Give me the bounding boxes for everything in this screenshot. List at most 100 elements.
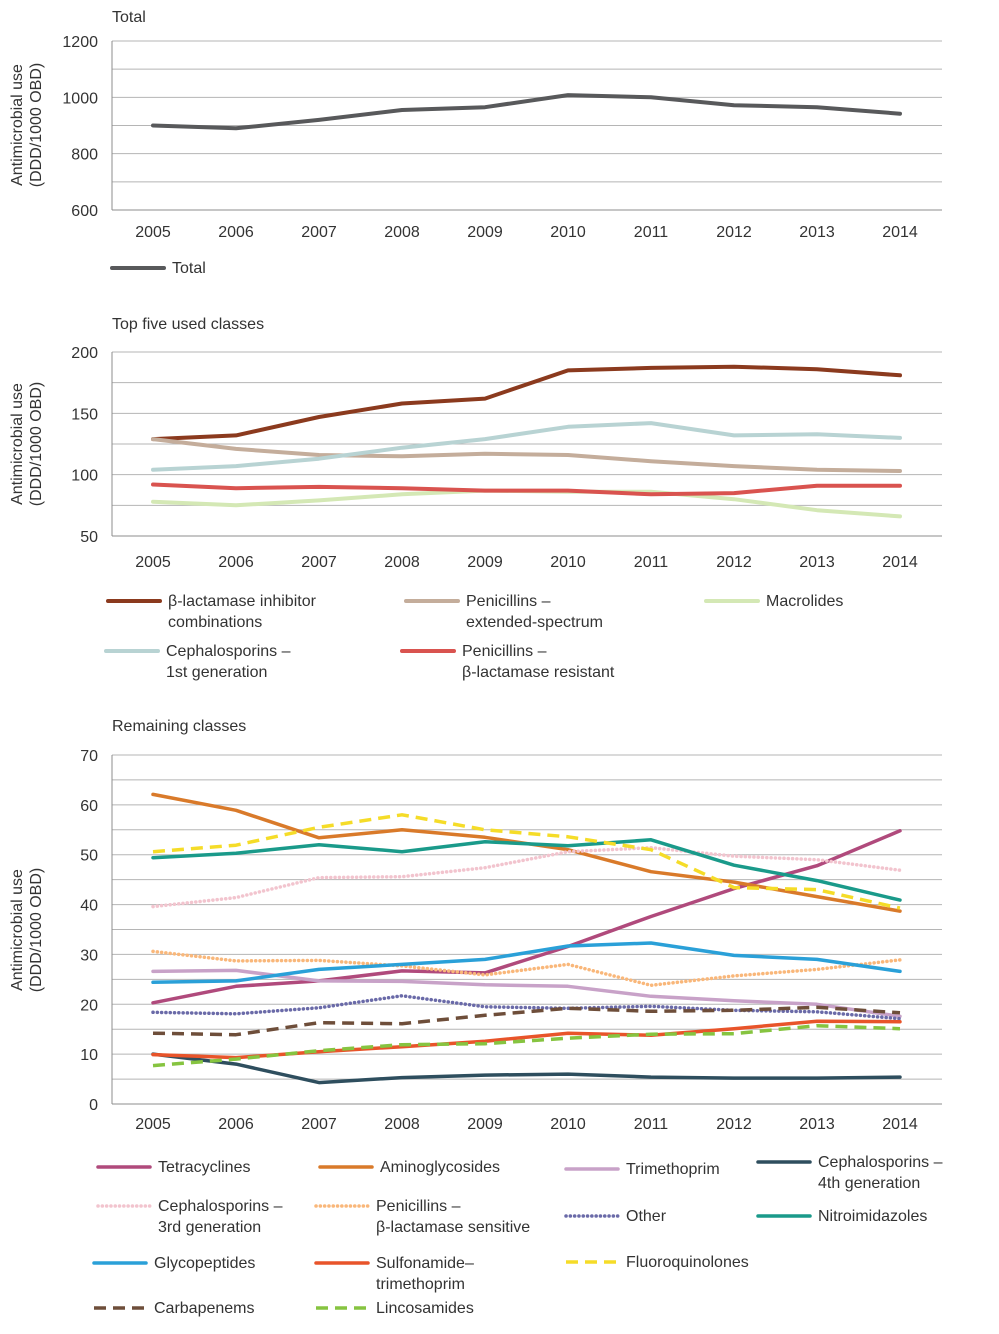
series-line-other <box>151 994 902 1021</box>
legend-label-line: Other <box>626 1208 667 1225</box>
legend-label-line: Cephalosporins – <box>158 1198 283 1215</box>
x-tick-label: 2008 <box>384 224 420 241</box>
y-tick-label: 150 <box>71 406 98 423</box>
legend-label-line: Nitroimidazoles <box>818 1208 927 1225</box>
legend-label-total: Total <box>172 260 206 277</box>
series-line-penicillins-lactamase-sensitive <box>151 949 902 988</box>
legend-label-cephalosporins-4th-generation: Cephalosporins – 4th generation <box>818 1154 943 1192</box>
legend-label-line: Total <box>172 260 206 277</box>
y-axis-label-line: (DDD/1000 OBD) <box>28 868 45 992</box>
chart-title: Total <box>112 9 146 26</box>
series-line-penicillins-extended-spectrum <box>151 437 902 473</box>
chart-title: Top five used classes <box>112 316 264 333</box>
legend-label-aminoglycosides: Aminoglycosides <box>380 1159 500 1176</box>
series-line-fluoroquinolones <box>152 813 901 910</box>
x-tick-label: 2009 <box>467 224 503 241</box>
y-tick-label: 10 <box>80 1047 98 1064</box>
series-line-cephalosporins-3rd-generation <box>151 845 902 909</box>
x-tick-label: 2011 <box>634 224 669 241</box>
y-tick-label: 50 <box>80 848 98 865</box>
legend-label-lincosamides: Lincosamides <box>376 1300 474 1317</box>
legend-label-line: extended-spectrum <box>466 614 603 631</box>
legend-label-sulfonamide-trimethoprim: Sulfonamide– trimethoprim <box>376 1255 474 1293</box>
x-tick-label: 2012 <box>716 224 752 241</box>
x-tick-label: 2010 <box>550 554 586 571</box>
y-tick-label: 50 <box>80 529 98 546</box>
legend-label-penicillins-lactamase-resistant: Penicillins – β-lactamase resistant <box>462 643 615 681</box>
legend-label-line: Penicillins – <box>466 593 551 610</box>
x-tick-label: 2005 <box>135 224 171 241</box>
x-tick-label: 2006 <box>218 554 254 571</box>
x-tick-label: 2007 <box>301 224 337 241</box>
y-tick-label: 0 <box>89 1097 98 1114</box>
x-tick-label: 2007 <box>301 554 337 571</box>
legend-label-line: Aminoglycosides <box>380 1159 500 1176</box>
series-line-cephalosporins-4th-generation <box>151 1052 902 1085</box>
legend-label-line: 1st generation <box>166 664 267 681</box>
x-tick-label: 2009 <box>467 554 503 571</box>
legend-label-other: Other <box>626 1208 667 1225</box>
legend-label-penicillins-extended-spectrum: Penicillins – extended-spectrum <box>466 593 603 631</box>
x-tick-label: 2011 <box>634 554 669 571</box>
y-tick-label: 1000 <box>62 90 98 107</box>
series-line-total <box>151 93 902 131</box>
series-line-penicillins-lactamase-resistant <box>151 482 902 497</box>
legend-label-line: combinations <box>168 614 262 631</box>
x-tick-label: 2012 <box>716 1116 752 1133</box>
x-tick-label: 2014 <box>882 224 918 241</box>
chart-title: Remaining classes <box>112 718 246 735</box>
x-tick-label: 2005 <box>135 1116 171 1133</box>
y-tick-label: 100 <box>71 468 98 485</box>
x-tick-label: 2008 <box>384 554 420 571</box>
legend-label-trimethoprim: Trimethoprim <box>626 1161 720 1178</box>
x-tick-label: 2011 <box>634 1116 669 1133</box>
y-tick-label: 20 <box>80 997 98 1014</box>
chart-total: Total 600 800 1000 1200 2005 2006 2007 2008 2009 2… <box>9 9 942 277</box>
gridlines <box>112 754 942 1105</box>
series-line-tetracyclines <box>151 829 902 1005</box>
legend-label-glycopeptides: Glycopeptides <box>154 1255 255 1272</box>
y-axis-label: Antimicrobial use (DDD/1000 OBD) <box>9 868 45 992</box>
legend-label-line: β-lactamase inhibitor <box>168 593 317 610</box>
series-line-carbapenems <box>152 1005 901 1037</box>
x-tick-label: 2006 <box>218 224 254 241</box>
series-line-lincosamides <box>152 1023 901 1068</box>
legend-label-line: Glycopeptides <box>154 1255 255 1272</box>
x-tick-label: 2014 <box>882 1116 918 1133</box>
legend-label-cephalosporins-3rd-generation: Cephalosporins – 3rd generation <box>158 1198 283 1236</box>
y-tick-label: 70 <box>80 748 98 765</box>
legend-label-line: Penicillins – <box>376 1198 461 1215</box>
x-tick-label: 2006 <box>218 1116 254 1133</box>
legend-label-line: Penicillins – <box>462 643 547 660</box>
x-tick-label: 2005 <box>135 554 171 571</box>
x-tick-label: 2008 <box>384 1116 420 1133</box>
legend-label-nitroimidazoles: Nitroimidazoles <box>818 1208 927 1225</box>
legend-label-line: 3rd generation <box>158 1219 261 1236</box>
legend-label-macrolides: Macrolides <box>766 593 843 610</box>
x-tick-label: 2013 <box>799 554 835 571</box>
legend-label-line: 4th generation <box>818 1175 920 1192</box>
y-axis-label: Antimicrobial use (DDD/1000 OBD) <box>9 382 45 506</box>
y-tick-label: 40 <box>80 898 98 915</box>
legend-label-line: trimethoprim <box>376 1276 465 1293</box>
y-axis-label-line: Antimicrobial use <box>9 383 26 505</box>
legend-label-line: β-lactamase resistant <box>462 664 615 681</box>
legend-label-fluoroquinolones: Fluoroquinolones <box>626 1254 749 1271</box>
chart-top-five-used-classes: Top five used classes 50 100 150 200 2005 2006… <box>9 316 942 681</box>
series-line-aminoglycosides <box>151 792 902 913</box>
x-tick-label: 2014 <box>882 554 918 571</box>
series-line-lactamase-inhibitor-combinations <box>151 364 902 442</box>
x-tick-label: 2012 <box>716 554 752 571</box>
y-axis-label-line: (DDD/1000 OBD) <box>28 63 45 187</box>
legend-label-line: Macrolides <box>766 593 843 610</box>
legend-label-line: Fluoroquinolones <box>626 1254 749 1271</box>
y-tick-label: 1200 <box>62 34 98 51</box>
y-axis-label-line: Antimicrobial use <box>9 869 26 991</box>
y-axis-label: Antimicrobial use (DDD/1000 OBD) <box>9 63 45 187</box>
series-line-nitroimidazoles <box>151 838 902 902</box>
x-tick-label: 2010 <box>550 224 586 241</box>
legend-label-line: Tetracyclines <box>158 1159 250 1176</box>
y-tick-label: 800 <box>71 147 98 164</box>
legend-label-carbapenems: Carbapenems <box>154 1300 255 1317</box>
